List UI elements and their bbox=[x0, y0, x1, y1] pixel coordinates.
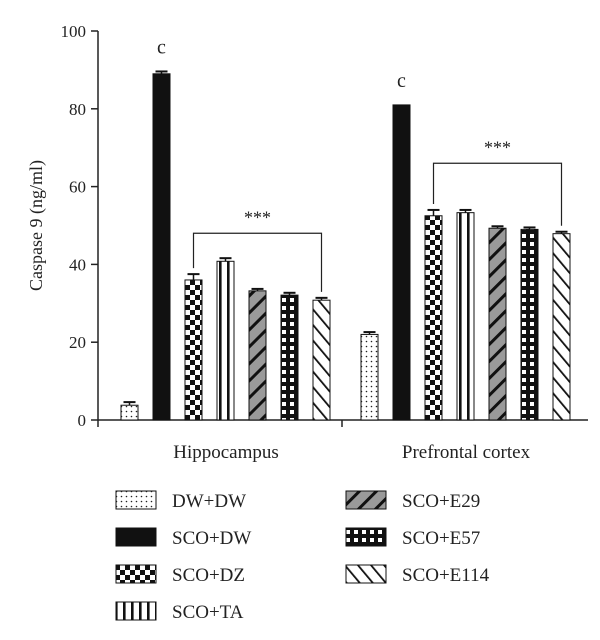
bar-sco-e57 bbox=[280, 294, 299, 421]
bar-sco-ta bbox=[216, 260, 235, 421]
bar-sco-e29 bbox=[488, 227, 507, 421]
significance-stars: *** bbox=[484, 137, 511, 157]
legend-label: SCO+DZ bbox=[172, 565, 245, 586]
legend-swatch bbox=[345, 527, 387, 547]
bar-sco-e114 bbox=[552, 233, 571, 421]
bar-sco-dz bbox=[184, 279, 203, 421]
significance-bracket bbox=[192, 232, 323, 292]
group-label: Hippocampus bbox=[173, 442, 279, 463]
bar-dw-dw bbox=[120, 404, 139, 421]
bar-sco-dw bbox=[152, 73, 171, 421]
legend-label: SCO+E114 bbox=[402, 565, 490, 586]
y-tick-label: 100 bbox=[61, 22, 87, 41]
y-tick-label: 60 bbox=[69, 178, 86, 197]
significance-letter: c bbox=[157, 36, 166, 58]
plot-area: 0 20 40 60 80 100 Caspase 9 (ng/ml) Hippocampus… bbox=[26, 22, 588, 463]
legend-swatch bbox=[345, 564, 387, 584]
bar-sco-dz bbox=[424, 215, 443, 421]
y-tick-label: 80 bbox=[69, 100, 86, 119]
legend-label: SCO+E29 bbox=[402, 491, 480, 512]
legend-swatch bbox=[345, 490, 387, 510]
legend-label: SCO+DW bbox=[172, 528, 251, 549]
legend: DW+DW SCO+DW SCO+DZ SCO+TA SCO+E29 SCO+E57 SCO… bbox=[115, 490, 490, 623]
y-tick-label: 0 bbox=[78, 411, 87, 430]
y-tick-label: 40 bbox=[69, 255, 86, 274]
bar-sco-e57 bbox=[520, 228, 539, 421]
legend-label: DW+DW bbox=[172, 491, 246, 512]
bar-sco-dw bbox=[392, 104, 411, 421]
significance-bracket bbox=[432, 162, 563, 226]
y-tick-label: 20 bbox=[69, 333, 86, 352]
legend-swatch bbox=[115, 527, 157, 547]
group-label: Prefrontal cortex bbox=[402, 442, 531, 463]
y-axis-label: Caspase 9 (ng/ml) bbox=[26, 160, 47, 291]
legend-swatch bbox=[115, 490, 157, 510]
bar-sco-e114 bbox=[312, 299, 331, 421]
bar-sco-e29 bbox=[248, 290, 267, 421]
legend-label: SCO+TA bbox=[172, 602, 244, 623]
significance-stars: *** bbox=[244, 207, 271, 227]
legend-swatch bbox=[115, 564, 157, 584]
bar-sco-ta bbox=[456, 212, 475, 421]
legend-label: SCO+E57 bbox=[402, 528, 480, 549]
bar-dw-dw bbox=[360, 333, 379, 421]
legend-swatch bbox=[115, 601, 157, 621]
significance-letter: c bbox=[397, 70, 406, 92]
